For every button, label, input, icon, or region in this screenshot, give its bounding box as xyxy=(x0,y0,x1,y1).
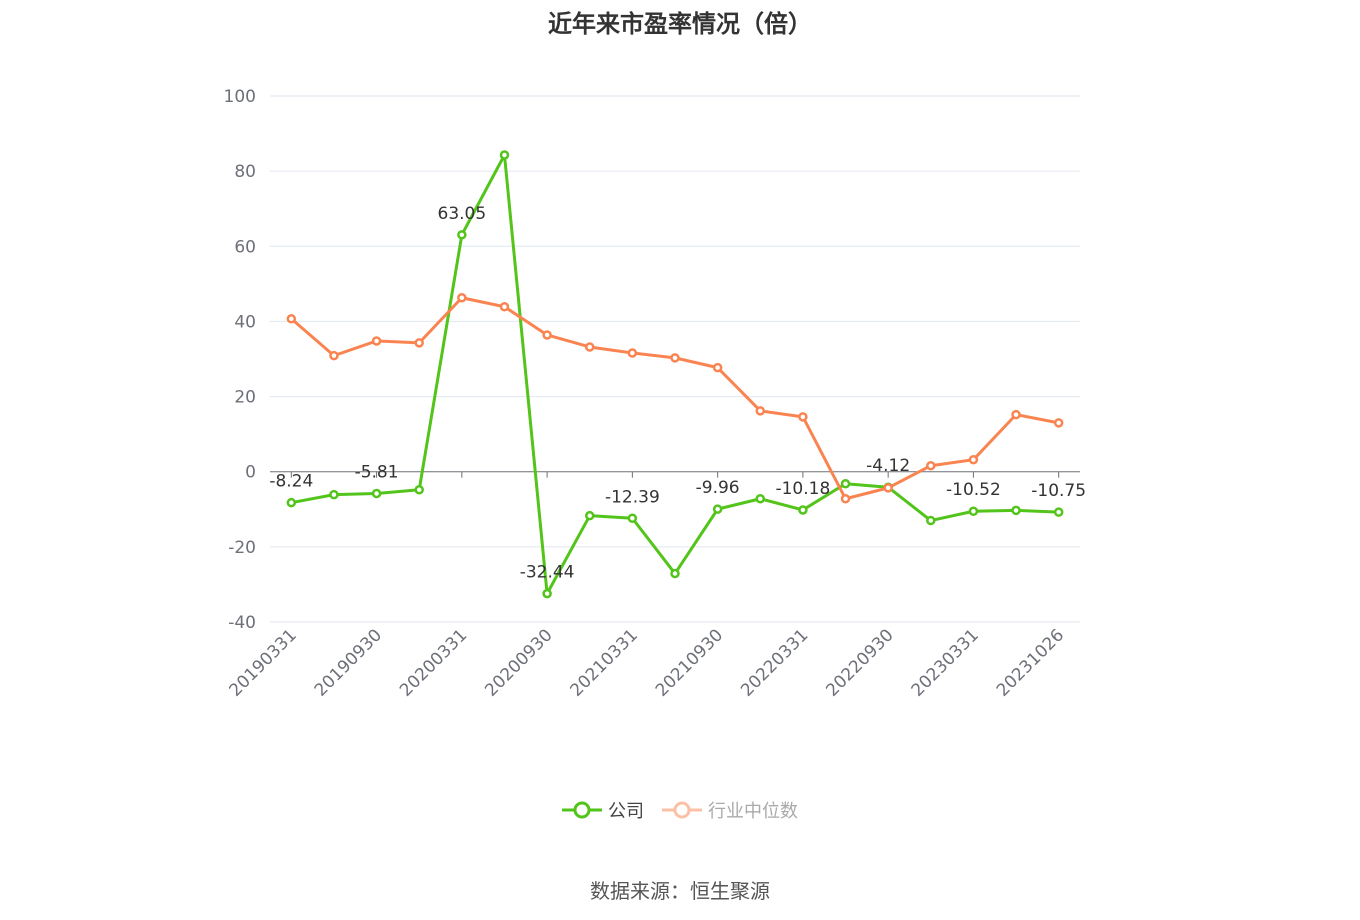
data-point xyxy=(414,484,424,495)
data-point xyxy=(755,494,766,504)
data-point xyxy=(286,314,297,324)
y-tick-label: 80 xyxy=(234,162,256,182)
data-point xyxy=(627,513,638,524)
data-point xyxy=(414,338,424,348)
y-tick-label: 40 xyxy=(234,312,256,332)
x-tick-label: 20190331 xyxy=(226,625,301,700)
data-point xyxy=(371,336,382,346)
data-point xyxy=(499,150,510,160)
data-label: -10.52 xyxy=(946,480,1001,500)
data-point xyxy=(584,342,595,352)
data-point xyxy=(755,406,766,416)
legend-company-icon xyxy=(562,801,602,819)
data-label: -10.75 xyxy=(1031,481,1086,501)
data-point xyxy=(798,505,808,515)
data-point xyxy=(457,293,467,303)
legend-label-industry-median: 行业中位数 xyxy=(708,801,798,822)
y-tick-label: 0 xyxy=(245,463,256,483)
data-label: -10.18 xyxy=(775,479,830,499)
data-point xyxy=(798,412,808,422)
x-tick-label: 20231026 xyxy=(993,625,1068,700)
data-point xyxy=(286,497,297,508)
chart-title: 近年来市盈率情况（倍） xyxy=(548,10,812,38)
legend-label-company: 公司 xyxy=(608,801,644,822)
data-point xyxy=(712,504,723,514)
y-tick-label: 100 xyxy=(224,87,256,107)
data-label: -5.81 xyxy=(355,463,399,483)
y-tick-label: -40 xyxy=(228,613,256,633)
y-tick-label: 60 xyxy=(234,237,256,257)
y-tick-label: 20 xyxy=(234,388,256,408)
x-tick-label: 20210930 xyxy=(652,625,727,700)
data-point xyxy=(840,494,851,504)
data-point xyxy=(712,362,723,373)
data-point xyxy=(670,353,680,363)
data-point xyxy=(968,454,979,465)
x-tick-label: 20210331 xyxy=(567,625,642,700)
data-point xyxy=(542,330,552,340)
data-point xyxy=(883,483,893,493)
data-label: -32.44 xyxy=(520,563,575,583)
x-tick-label: 20230331 xyxy=(908,625,983,700)
legend-item-industry-median[interactable]: 行业中位数 xyxy=(662,797,798,823)
legend: 公司 行业中位数 xyxy=(0,797,1360,823)
series-line-0 xyxy=(291,153,1059,596)
x-tick-label: 20190930 xyxy=(311,625,386,700)
x-tick-label: 20200930 xyxy=(481,625,556,700)
data-label: 63.05 xyxy=(438,204,487,224)
y-tick-label: -20 xyxy=(228,538,256,558)
legend-item-company[interactable]: 公司 xyxy=(562,797,644,823)
x-tick-label: 20220331 xyxy=(737,625,812,700)
data-label: -12.39 xyxy=(605,487,660,507)
data-point xyxy=(968,506,979,516)
data-point xyxy=(1053,507,1064,517)
data-label: -8.24 xyxy=(269,472,313,492)
data-point xyxy=(627,348,638,358)
data-label: -4.12 xyxy=(866,456,910,476)
data-point xyxy=(329,489,339,500)
x-tick-label: 20220930 xyxy=(822,625,897,700)
data-point xyxy=(1011,409,1021,420)
legend-industry-icon xyxy=(662,801,702,819)
x-tick-label: 20200331 xyxy=(396,625,471,700)
data-point xyxy=(499,302,510,312)
data-point xyxy=(670,568,680,579)
data-point xyxy=(1053,418,1064,428)
data-point xyxy=(329,350,339,361)
data-point xyxy=(926,515,936,526)
data-source: 数据来源：恒生聚源 xyxy=(590,879,770,903)
data-point xyxy=(926,460,936,471)
data-point xyxy=(840,478,851,489)
data-point xyxy=(457,230,467,240)
data-label: -9.96 xyxy=(696,478,740,498)
data-point xyxy=(371,488,382,499)
data-point xyxy=(542,588,552,599)
data-point xyxy=(1011,505,1021,516)
data-point xyxy=(584,510,595,521)
series-line-1 xyxy=(290,296,1059,501)
